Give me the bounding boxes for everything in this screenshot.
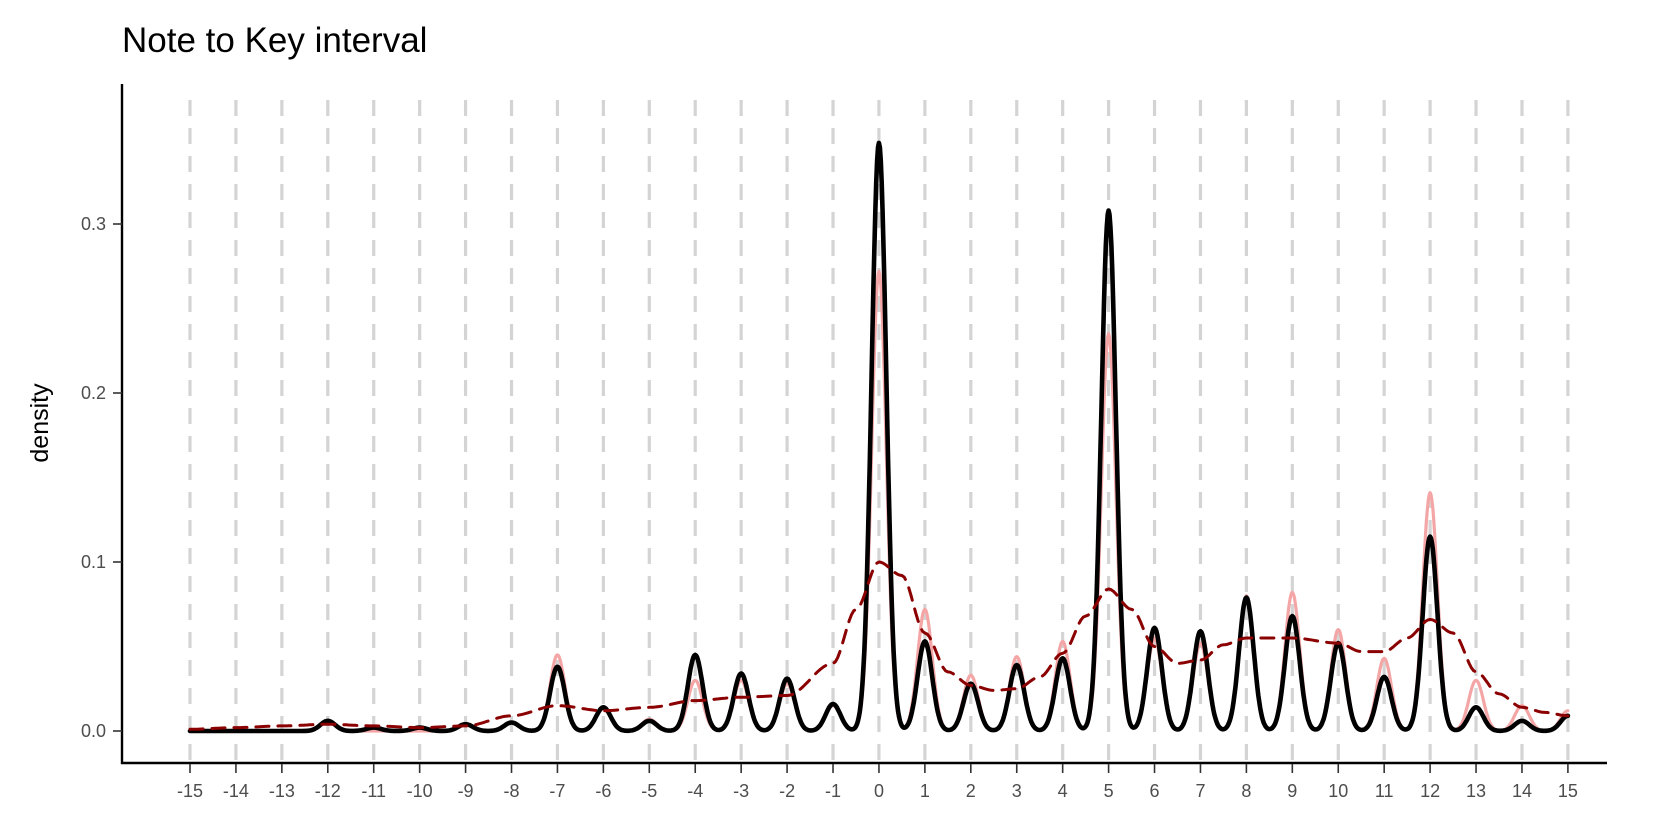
x-tick-label: -7 <box>549 781 565 801</box>
x-tick-label: 13 <box>1466 781 1486 801</box>
y-ticks: 0.0 0.1 0.2 0.3 <box>81 214 122 741</box>
series-line-pink-solid <box>188 269 1570 733</box>
x-tick-label: 11 <box>1375 781 1394 801</box>
x-tick-label: 15 <box>1558 781 1578 801</box>
x-tick-label: 10 <box>1328 781 1348 801</box>
x-tick-label: 9 <box>1287 781 1297 801</box>
x-tick-label: -9 <box>458 781 474 801</box>
x-tick-label: -12 <box>315 781 341 801</box>
x-tick-label: 12 <box>1420 781 1440 801</box>
y-tick-label: 0.1 <box>81 552 106 572</box>
x-ticks: -15 -14 -13 -12 -11 -10 -9 -8 -7 -6 -5 -4 -3 -2 -1 0 1 2 3… <box>177 764 1578 801</box>
axes <box>120 84 1607 765</box>
x-tick-label: 0 <box>874 781 884 801</box>
x-tick-label: 1 <box>920 781 930 801</box>
x-tick-label: -13 <box>269 781 295 801</box>
x-tick-label: -8 <box>504 781 520 801</box>
x-tick-label: -2 <box>779 781 795 801</box>
x-tick-label: 4 <box>1058 781 1068 801</box>
x-tick-label: -6 <box>595 781 611 801</box>
x-tick-label: -1 <box>825 781 841 801</box>
x-tick-label: -15 <box>177 781 203 801</box>
x-tick-label: -11 <box>361 781 386 801</box>
x-tick-label: -4 <box>687 781 703 801</box>
series-line-darkred-dashed <box>188 560 1570 731</box>
x-tick-label: -10 <box>407 781 433 801</box>
x-tick-label: -5 <box>641 781 657 801</box>
vertical-gridlines <box>188 100 1570 760</box>
chart-title: Note to Key interval <box>122 21 427 60</box>
y-tick-label: 0.2 <box>81 383 106 403</box>
x-tick-label: 8 <box>1241 781 1251 801</box>
y-tick-label: 0.3 <box>81 214 106 234</box>
y-axis-label: density <box>26 383 54 463</box>
x-tick-label: 14 <box>1512 781 1532 801</box>
x-tick-label: 3 <box>1012 781 1022 801</box>
x-tick-label: 5 <box>1104 781 1114 801</box>
y-tick-label: 0.0 <box>81 721 106 741</box>
x-tick-label: 7 <box>1195 781 1205 801</box>
x-tick-label: -3 <box>733 781 749 801</box>
x-tick-label: -14 <box>223 781 249 801</box>
density-series <box>187 140 1571 734</box>
x-tick-label: 2 <box>966 781 976 801</box>
x-tick-label: 6 <box>1150 781 1160 801</box>
